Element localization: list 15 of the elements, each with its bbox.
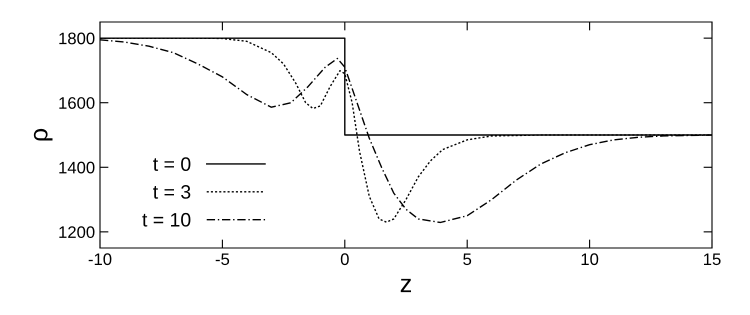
x-tick-label: 0 (340, 253, 349, 266)
y-tick-label: 1200 (59, 226, 94, 238)
y-tick-label: 1600 (59, 97, 94, 109)
y-tick-label: 1400 (59, 162, 94, 174)
y-axis-title: ρ (34, 128, 53, 140)
legend-label: t = 0 (153, 157, 190, 171)
x-tick-label: -10 (88, 253, 112, 266)
x-tick-label: 5 (463, 253, 472, 266)
legend-label: t = 3 (153, 185, 190, 199)
x-tick-label: 15 (704, 253, 721, 266)
legend-label: t = 10 (142, 212, 190, 227)
y-tick-label: 1800 (59, 32, 94, 44)
x-tick-label: -5 (216, 253, 230, 266)
x-axis-title: z (400, 278, 412, 292)
x-tick-label: 10 (582, 253, 598, 266)
